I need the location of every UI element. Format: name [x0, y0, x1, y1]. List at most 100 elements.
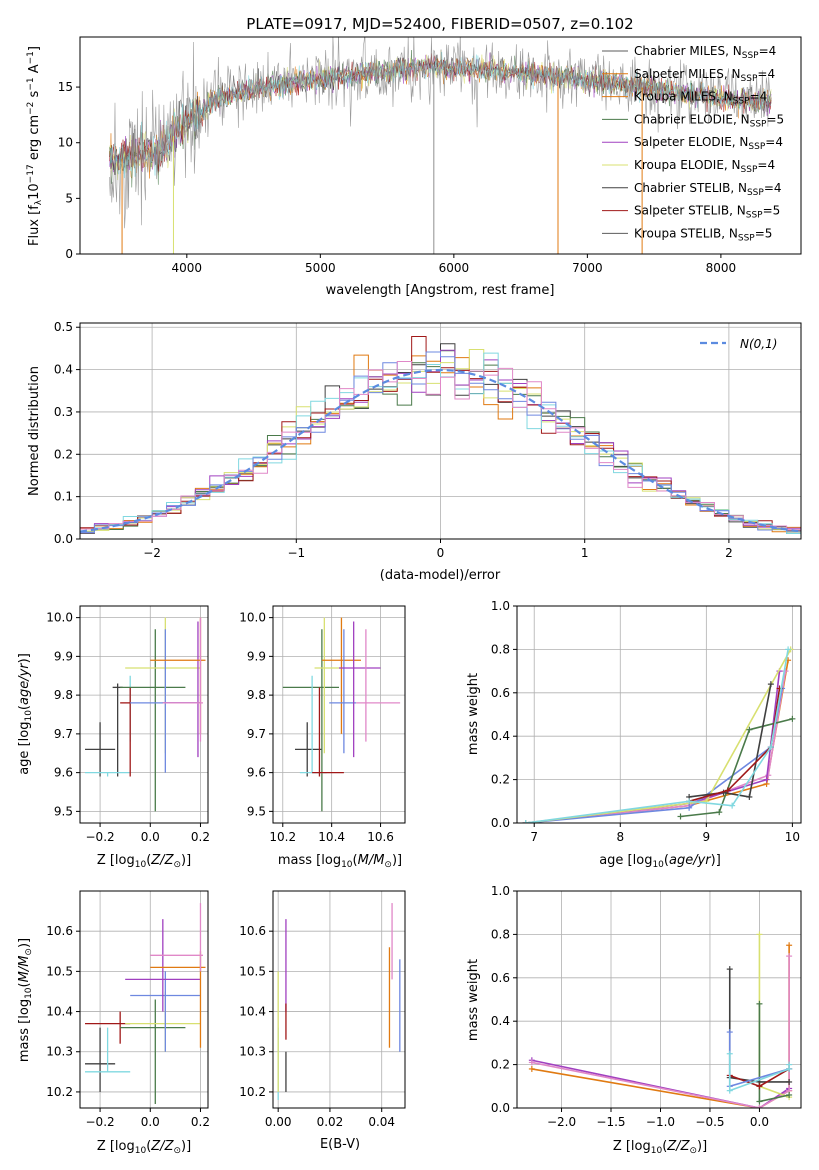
label-part: λ [34, 199, 44, 205]
label-part: 10 [24, 987, 34, 999]
legend-name: Salpeter ELODIE, N [634, 135, 748, 149]
x-tick-label: −0.2 [86, 830, 115, 844]
errorbar-point [339, 621, 381, 758]
x-tick-label: 8000 [706, 261, 737, 275]
label-part: )] [697, 1139, 707, 1154]
figure-title: PLATE=0917, MJD=52400, FIBERID=0507, z=0… [246, 15, 633, 33]
label-part: A [27, 64, 42, 77]
x-axis-label: wavelength [Angstrom, rest frame] [326, 283, 555, 298]
y-axis-label: Flux [fλ10−17 erg cm−2 s−1 A−1] [26, 46, 44, 246]
label-part: ⊙ [173, 1146, 181, 1156]
y-tick-label: 9.6 [247, 766, 266, 780]
label-part: erg cm [27, 115, 42, 164]
plot-area [80, 335, 801, 539]
errorbar-point [130, 629, 201, 773]
y-tick-label: 10.0 [46, 611, 73, 625]
y-tick-label: 1.0 [491, 884, 510, 898]
x-tick-label: 10.6 [367, 830, 394, 844]
x-tick-label: 7000 [572, 261, 603, 275]
legend-name: Kroupa MILES, N [634, 90, 733, 104]
weight-line [531, 1059, 790, 1108]
x-tick-label: 8 [616, 830, 624, 844]
legend-count: =4 [759, 44, 777, 58]
y-tick-label: 0.6 [491, 686, 510, 700]
label-part: 10 [135, 860, 147, 870]
errorbar-point [150, 617, 206, 734]
label-part: Normed distribution [27, 366, 42, 496]
errorbar-point [85, 1027, 131, 1073]
label-part: s [27, 90, 42, 101]
y-tick-label: 0.6 [491, 971, 510, 985]
y-axis-label: mass [log10(M/M⊙)] [17, 938, 34, 1062]
plot-area [85, 617, 206, 812]
weight-series [522, 668, 789, 823]
weight-series [522, 657, 792, 823]
legend-name: Kroupa ELODIE, N [634, 158, 741, 172]
label-part: )] [711, 853, 721, 868]
x-tick-label: 1 [581, 546, 589, 560]
legend-count: =4 [750, 90, 768, 104]
legend-count: =4 [764, 181, 782, 195]
label-part: mass weight [466, 959, 481, 1041]
y-tick-label: 10.4 [239, 1005, 266, 1019]
label-part: ( [17, 982, 32, 987]
x-tick-label: 2 [725, 546, 733, 560]
y-tick-label: 15 [58, 80, 73, 94]
errorbar-point [312, 687, 344, 777]
x-tick-label: 0.2 [191, 830, 210, 844]
y-tick-label: 0.4 [491, 729, 510, 743]
label-part: Z [log [97, 1139, 135, 1154]
legend-label: Salpeter STELIB, NSSP=5 [634, 204, 780, 221]
label-part: age/yr [17, 662, 32, 705]
x-tick-label: 0.0 [750, 1115, 769, 1129]
x-tick-label: −0.5 [695, 1115, 724, 1129]
errorbar-point [120, 687, 131, 777]
y-tick-label: 0.8 [491, 927, 510, 941]
x-tick-label: −1.0 [646, 1115, 675, 1129]
errorbar-point [295, 722, 322, 777]
plot-area [522, 646, 796, 823]
weight-line [525, 688, 783, 823]
label-part: ( [662, 1139, 667, 1154]
histogram-series [80, 351, 801, 539]
errorbar-point [85, 771, 131, 777]
plot-area [109, 37, 772, 254]
y-tick-label: 9.8 [247, 688, 266, 702]
y-tick-label: 10.5 [46, 964, 73, 978]
spectrum-panel: 4000 5000 6000 7000 8000 0 5 10 15 wavelength [An… [26, 36, 802, 298]
mass-vs-ebv-panel: 0.00 0.02 0.04 10.2 10.3 10.4 10.5 10.6 E(B-V) [239, 890, 406, 1152]
weight-series [528, 953, 793, 1108]
errorbar-point [120, 999, 186, 1104]
errorbar-point [130, 971, 201, 1052]
errorbar-point [85, 1027, 116, 1092]
legend-sub: SSP [741, 165, 758, 175]
x-axis-label: Z [log10(Z/Z⊙)] [97, 1139, 191, 1156]
gaussian-curve [80, 368, 799, 533]
weight-line [531, 956, 790, 1108]
legend-count: =4 [757, 158, 775, 172]
x-axis-label: Z [log10(Z/Z⊙)] [97, 853, 191, 870]
errorbar-point [321, 617, 361, 734]
y-axis-label: age [log10(age/yr)] [17, 653, 34, 775]
label-part: ( [353, 853, 358, 868]
legend-name: Chabrier STELIB, N [634, 181, 747, 195]
y-tick-label: 10.2 [239, 1085, 266, 1099]
y-tick-label: 0.5 [54, 320, 73, 334]
y-tick-label: 10.3 [239, 1045, 266, 1059]
label-part: −17 [26, 164, 36, 183]
y-tick-label: 1.0 [491, 599, 510, 613]
label-part: M/M [17, 956, 32, 983]
legend-name: Salpeter STELIB, N [634, 204, 746, 218]
x-tick-label: −1.5 [596, 1115, 625, 1129]
weight-series [522, 685, 786, 823]
y-tick-label: 9.9 [54, 649, 73, 663]
label-part: ] [27, 46, 42, 51]
weight-line [689, 683, 772, 798]
weight-series [726, 1050, 793, 1094]
x-tick-label: 6000 [439, 261, 470, 275]
label-part: Z/Z [150, 1139, 174, 1154]
y-tick-label: 9.7 [247, 727, 266, 741]
axes-frame [79, 605, 209, 824]
